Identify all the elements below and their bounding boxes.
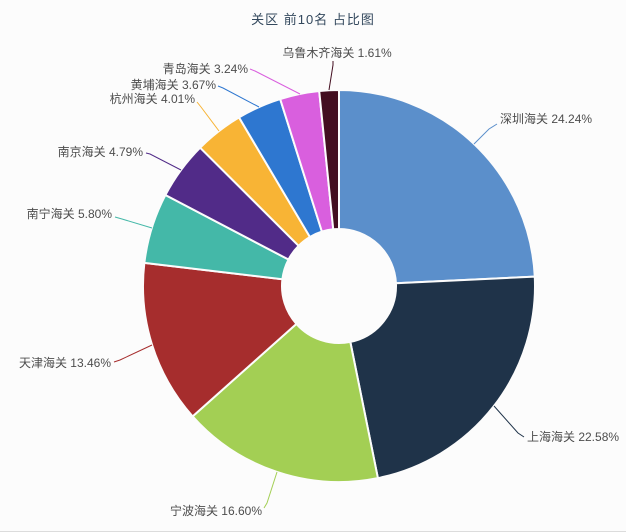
pie-slice-2[interactable] (349, 275, 536, 480)
slice-label: 南宁海关 5.80% (27, 206, 113, 221)
label-line (493, 405, 525, 438)
label-line (113, 344, 153, 363)
label-line (249, 68, 301, 95)
slice-label: 南京海关 4.79% (58, 144, 144, 159)
label-line (217, 85, 260, 108)
pie-slice-1[interactable] (338, 89, 536, 285)
label-line (114, 216, 153, 229)
chart-title: 关区 前10名 占比图 (251, 12, 375, 27)
slice-label: 青岛海关 3.24% (163, 61, 249, 76)
label-line (145, 152, 182, 171)
label-line (328, 61, 334, 91)
slice-label: 天津海关 13.46% (19, 355, 111, 370)
pie-slice-10[interactable] (318, 89, 340, 231)
slice-label: 黄埔海关 3.67% (131, 77, 217, 92)
pie-slice-4[interactable] (142, 261, 298, 418)
slice-label: 杭州海关 4.01% (110, 91, 196, 106)
slice-label: 宁波海关 16.60% (170, 503, 262, 518)
label-line (196, 101, 220, 132)
slice-label: 深圳海关 24.24% (500, 111, 592, 126)
slice-label: 上海海关 22.58% (527, 429, 619, 444)
slice-label: 乌鲁木齐海关 1.61% (282, 45, 392, 60)
label-line (473, 123, 498, 145)
pie-slice-3[interactable] (191, 322, 379, 483)
label-line (263, 471, 278, 509)
